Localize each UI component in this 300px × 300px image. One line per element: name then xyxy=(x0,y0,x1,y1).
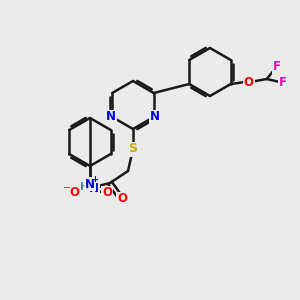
Text: O: O xyxy=(69,185,79,199)
Text: N: N xyxy=(106,110,116,124)
Text: F: F xyxy=(279,76,287,89)
Text: N: N xyxy=(89,182,99,196)
Text: N: N xyxy=(85,178,95,190)
Text: F: F xyxy=(273,61,281,74)
Text: S: S xyxy=(128,142,137,155)
Text: O: O xyxy=(117,193,127,206)
Text: O: O xyxy=(244,76,254,88)
Text: N: N xyxy=(150,110,160,124)
Text: O: O xyxy=(102,187,112,200)
Text: −: − xyxy=(63,183,71,193)
Text: H: H xyxy=(80,182,88,192)
Text: +: + xyxy=(92,175,98,184)
